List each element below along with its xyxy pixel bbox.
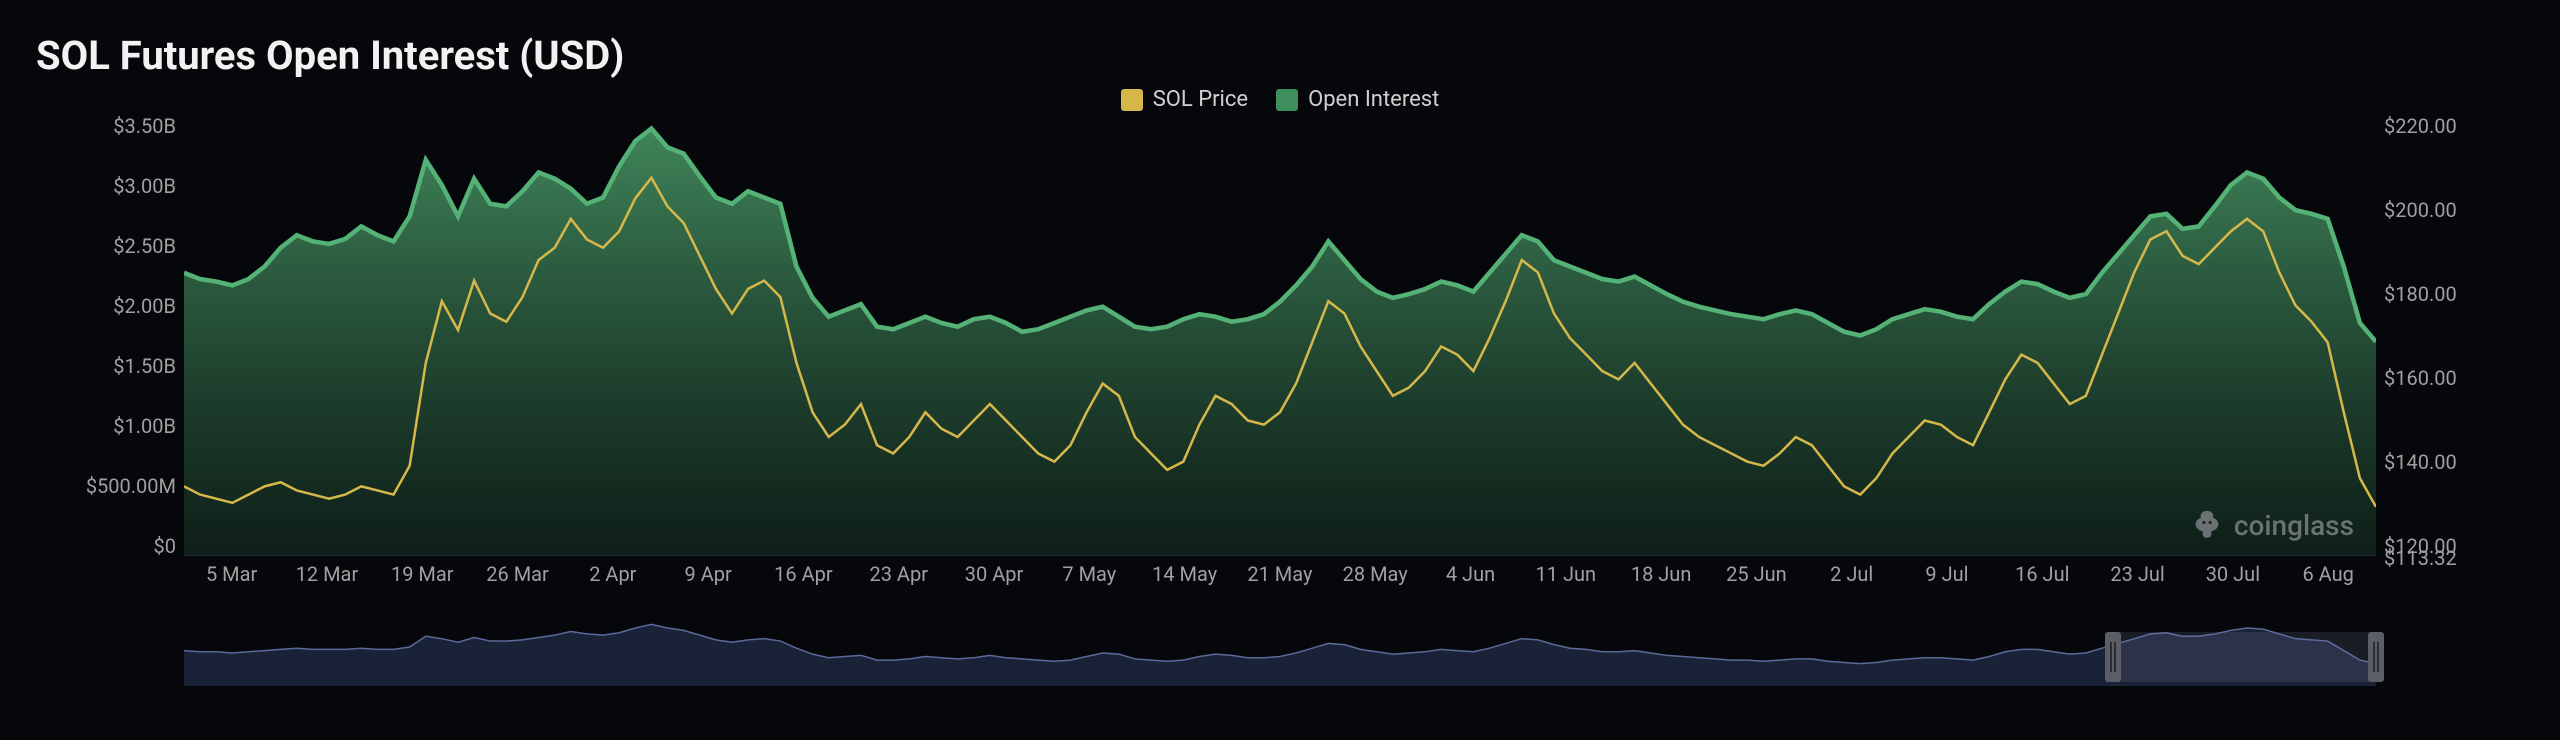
y-left-tick: $3.00B: [36, 176, 176, 196]
x-axis-tick: 23 Jul: [2090, 562, 2185, 586]
brush-selection[interactable]: [2113, 632, 2376, 682]
x-axis-tick: 16 Jul: [1995, 562, 2090, 586]
x-axis-tick: 21 May: [1232, 562, 1327, 586]
legend-swatch-sol-price: [1121, 89, 1143, 111]
x-axis-tick: 25 Jun: [1709, 562, 1804, 586]
brush-svg: [184, 616, 2376, 686]
y-axis-left: $3.50B $3.00B $2.50B $2.00B $1.50B $1.00B $500…: [36, 116, 184, 556]
page-title: SOL Futures Open Interest (USD): [36, 32, 2524, 79]
x-axis-tick: 23 Apr: [851, 562, 946, 586]
brush-navigator[interactable]: [184, 616, 2376, 686]
x-axis-tick: 2 Jul: [1804, 562, 1899, 586]
legend-swatch-open-interest: [1276, 89, 1298, 111]
y-left-tick: $1.50B: [36, 356, 176, 376]
chart-svg: [184, 116, 2376, 555]
y-left-tick: $3.50B: [36, 116, 176, 136]
legend-label-open-interest: Open Interest: [1308, 87, 1439, 112]
y-left-tick: $2.00B: [36, 296, 176, 316]
y-left-tick: $0: [36, 536, 176, 556]
brush-handle-left[interactable]: [2105, 632, 2121, 682]
x-axis-tick: 19 Mar: [375, 562, 470, 586]
legend-label-sol-price: SOL Price: [1153, 87, 1248, 112]
x-axis-tick: 5 Mar: [184, 562, 279, 586]
x-axis-tick: 7 May: [1042, 562, 1137, 586]
x-axis-tick: 30 Apr: [946, 562, 1041, 586]
y-left-tick: $1.00B: [36, 416, 176, 436]
y-left-tick: $2.50B: [36, 236, 176, 256]
y-left-tick: $500.00M: [36, 476, 176, 496]
x-axis: 5 Mar12 Mar19 Mar26 Mar2 Apr9 Apr16 Apr2…: [184, 562, 2376, 616]
x-axis-tick: 11 Jun: [1518, 562, 1613, 586]
x-axis-tick: 9 Apr: [660, 562, 755, 586]
y-right-tick: $180.00: [2384, 284, 2524, 304]
x-axis-tick: 14 May: [1137, 562, 1232, 586]
y-axis-right: $220.00$200.00$180.00$160.00$140.00$120.…: [2376, 116, 2524, 556]
y-right-tick-extra: $113.32: [2384, 548, 2457, 568]
chart-legend: SOL Price Open Interest: [36, 87, 2524, 112]
brush-handle-right[interactable]: [2368, 632, 2384, 682]
x-axis-tick: 16 Apr: [756, 562, 851, 586]
chart-plot-area[interactable]: [184, 116, 2376, 556]
y-right-tick: $220.00: [2384, 116, 2524, 136]
x-axis-tick: 12 Mar: [279, 562, 374, 586]
x-axis-tick: 4 Jun: [1423, 562, 1518, 586]
x-axis-tick: 26 Mar: [470, 562, 565, 586]
legend-item-sol-price[interactable]: SOL Price: [1121, 87, 1248, 112]
x-axis-tick: 18 Jun: [1613, 562, 1708, 586]
x-axis-tick: 9 Jul: [1899, 562, 1994, 586]
x-axis-tick: 2 Apr: [565, 562, 660, 586]
x-axis-tick: 28 May: [1328, 562, 1423, 586]
legend-item-open-interest[interactable]: Open Interest: [1276, 87, 1439, 112]
main-chart[interactable]: $3.50B $3.00B $2.50B $2.00B $1.50B $1.00B $500…: [36, 116, 2524, 616]
y-right-tick: $200.00: [2384, 200, 2524, 220]
x-axis-tick: 6 Aug: [2281, 562, 2376, 586]
x-axis-tick: 30 Jul: [2185, 562, 2280, 586]
y-right-tick: $160.00: [2384, 368, 2524, 388]
y-right-tick: $140.00: [2384, 452, 2524, 472]
